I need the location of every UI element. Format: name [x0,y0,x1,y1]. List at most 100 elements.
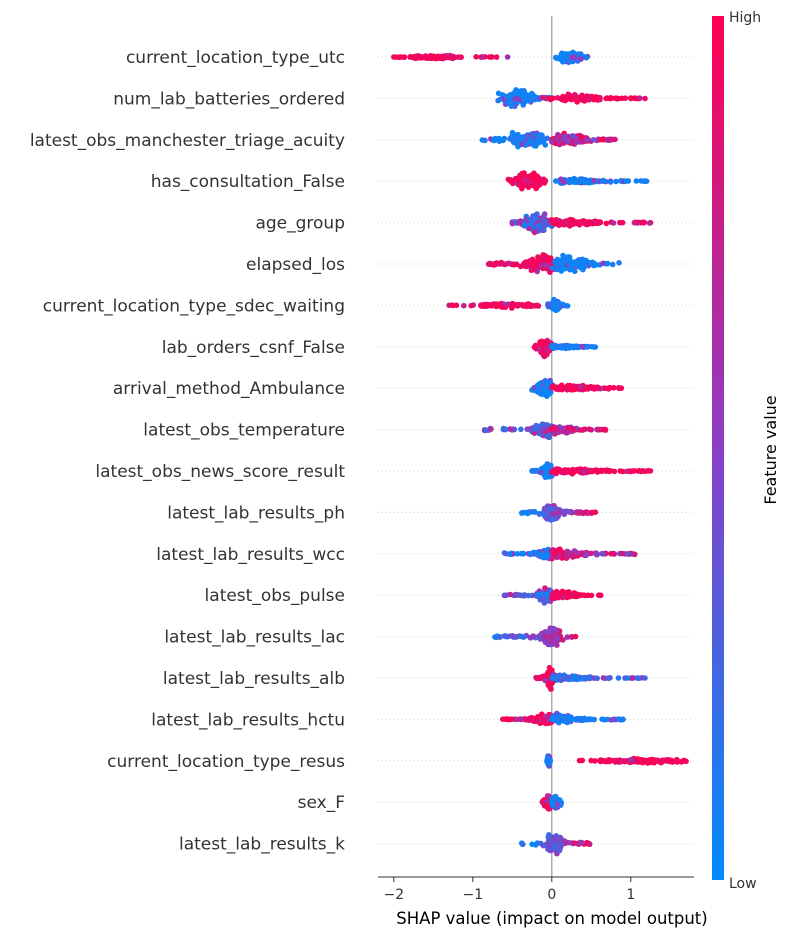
feature-label: lab_orders_csnf_False [162,338,345,358]
shap-point [592,261,598,267]
shap-point [502,592,508,599]
shap-point [579,757,586,764]
x-tick-label: 0 [547,887,556,903]
shap-point [541,600,548,606]
shap-point [491,136,498,143]
shap-point [590,137,597,143]
shap-point [499,303,505,310]
shap-point [528,262,535,269]
shap-point [494,302,501,308]
shap-point [495,90,502,97]
shap-point [553,178,559,184]
shap-point [594,97,601,103]
shap-point [510,633,516,639]
shap-point [527,551,533,557]
shap-point [575,716,582,723]
shap-point [538,262,544,268]
shap-point [568,676,575,682]
shap-point [446,54,453,61]
shap-point [638,468,645,475]
shap-point [532,468,538,474]
shap-point [524,510,531,517]
shap-point [588,550,594,557]
shap-point [524,261,530,268]
shap-point [492,260,498,267]
shap-point [540,220,546,226]
feature-label: latest_obs_news_score_result [95,462,345,482]
shap-point [579,343,586,350]
shap-point [539,591,546,597]
shap-point [518,633,524,640]
shap-point [536,633,542,639]
shap-point [611,551,617,557]
shap-point [485,303,491,309]
shap-point [610,220,617,226]
shap-point [522,177,528,184]
shap-point [433,55,439,61]
shap-point [487,260,493,267]
shap-point [581,509,588,516]
shap-point [530,633,536,639]
shap-point [613,178,619,185]
shap-point [450,302,456,309]
shap-point [486,54,493,60]
shap-point [509,177,515,184]
shap-point [542,463,549,470]
shap-point [537,390,544,397]
shap-point [589,343,595,350]
shap-point [532,425,538,432]
shap-point [542,633,549,640]
shap-point [565,257,571,264]
shap-point [546,832,552,838]
shap-point [638,757,644,763]
shap-point [554,256,561,263]
shap-point [516,181,522,188]
feature-label: current_location_type_resus [107,752,345,772]
shap-point [543,262,550,268]
shap-point [529,177,536,184]
shap-point [614,95,620,102]
shap-point [541,211,548,217]
shap-point [551,842,557,848]
shap-point [539,227,546,233]
x-tick-label: 1 [626,887,635,903]
shap-point [542,585,548,591]
shap-point [645,468,651,474]
shap-point [519,509,526,516]
shap-point [517,263,524,270]
shap-point [550,343,557,349]
feature-label: latest_obs_temperature [143,421,345,441]
shap-point [591,716,597,723]
shap-point [554,262,561,268]
shap-point [540,716,547,722]
feature-label: latest_lab_results_wcc [156,545,345,565]
shap-point [615,675,622,681]
shap-point [503,93,510,100]
shap-point [482,137,488,144]
shap-point [640,220,647,226]
shap-point [605,137,612,143]
shap-point [562,590,569,597]
feature-label: current_location_type_utc [126,48,345,68]
shap-point [546,380,553,386]
shap-point [531,430,538,437]
shap-point [548,686,554,692]
shap-point [523,717,530,723]
shap-point [546,434,552,441]
shap-point [504,54,511,60]
shap-point [534,211,540,217]
shap-point [534,268,540,275]
shap-point [549,265,555,271]
shap-point [542,350,548,357]
shap-point [507,97,513,103]
shap-point [559,220,565,227]
shap-point [553,506,559,512]
shap-point [558,386,564,393]
shap-point [563,138,570,144]
shap-point [546,664,553,671]
shap-point [557,797,563,803]
shap-point [601,426,607,433]
shap-point [619,95,625,102]
shap-point [578,839,585,846]
